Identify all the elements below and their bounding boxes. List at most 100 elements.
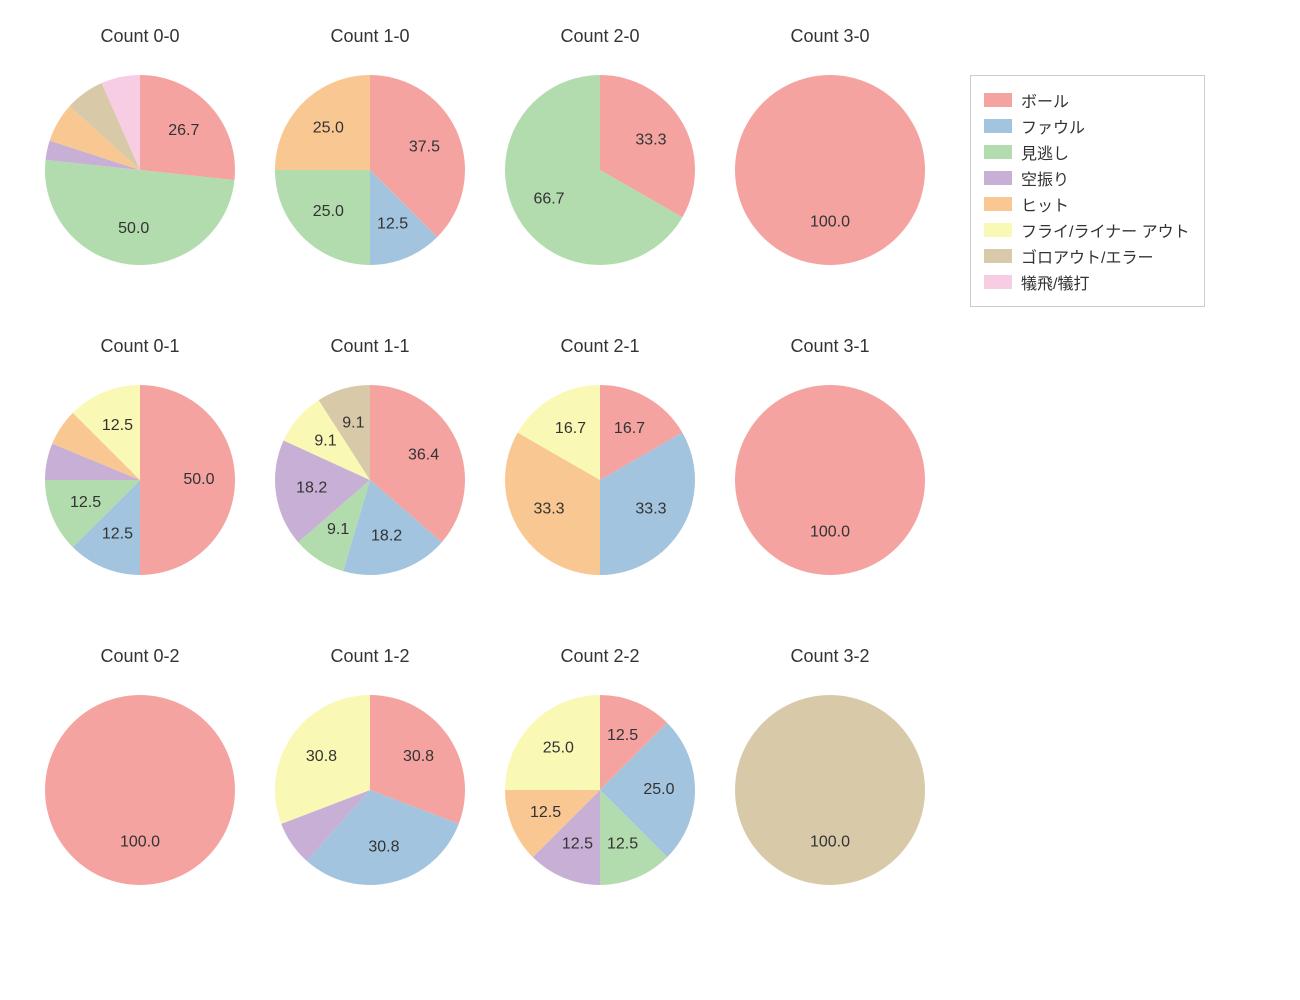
pie-wrap: 12.525.012.512.512.525.0 (500, 690, 700, 890)
pie-wrap: 30.8 30.8 30.8 (270, 690, 470, 890)
pie-title: Count 1-1 (260, 336, 480, 357)
pie-slice-label: 33.3 (635, 132, 666, 149)
pie-title: Count 3-1 (720, 336, 940, 357)
pie-slice-label: 25.0 (643, 781, 674, 798)
pie-cell: Count 0-0 26.7 50.0 (30, 20, 250, 320)
legend-swatch (984, 249, 1012, 263)
legend-label: ゴロアウト/エラー (1021, 244, 1153, 268)
pie-chart: 33.3 66.7 (500, 70, 700, 270)
pie-slice-label: 9.1 (327, 521, 349, 538)
pie-wrap: 16.7 33.3 33.3 16.7 (500, 380, 700, 580)
pie-slice-label: 9.1 (342, 415, 364, 432)
pie-chart: 37.5 12.5 25.0 25.0 (270, 70, 470, 270)
pie-chart: 100.0 (730, 70, 930, 270)
pie-title: Count 3-0 (720, 26, 940, 47)
pie-slice-label: 16.7 (614, 420, 645, 437)
pie-slice-label: 26.7 (168, 122, 199, 139)
legend-label: 見逃し (1021, 140, 1069, 164)
pie-slice-label: 33.3 (635, 501, 666, 518)
pie-title: Count 2-2 (490, 646, 710, 667)
pie-slice-label: 12.5 (607, 836, 638, 853)
pie-wrap: 100.0 (730, 380, 930, 580)
pie-chart: 12.525.012.512.512.525.0 (500, 690, 700, 890)
pie-title: Count 1-0 (260, 26, 480, 47)
chart-stage: Count 0-0 26.7 50.0 Count 1-0 37.5 12.5 25.0 25… (0, 0, 1300, 1000)
pie-slice-label: 100.0 (810, 523, 850, 540)
pie-slice-label: 30.8 (403, 748, 434, 765)
pie-chart: 26.7 50.0 (40, 70, 240, 270)
pie-wrap: 33.3 66.7 (500, 70, 700, 270)
pie-slice-label: 12.5 (102, 417, 133, 434)
legend-row: ヒット (981, 192, 1190, 216)
legend-swatch (984, 223, 1012, 237)
legend-row: フライ/ライナー アウト (981, 218, 1190, 242)
pie-slice-label: 9.1 (314, 433, 336, 450)
pie-chart: 30.8 30.8 30.8 (270, 690, 470, 890)
pie-slice-label: 66.7 (533, 191, 564, 208)
pie-cell: Count 1-2 30.8 30.8 30.8 (260, 640, 480, 940)
legend-swatch (984, 145, 1012, 159)
pie-slice (735, 385, 925, 575)
pie-slice-label: 18.2 (371, 528, 402, 545)
legend-row: ゴロアウト/エラー (981, 244, 1190, 268)
pie-chart: 16.7 33.3 33.3 16.7 (500, 380, 700, 580)
pie-cell: Count 3-0 100.0 (720, 20, 940, 320)
pie-slice-label: 12.5 (70, 494, 101, 511)
pie-wrap: 100.0 (40, 690, 240, 890)
legend-row: 犠飛/犠打 (981, 270, 1190, 294)
pie-chart: 100.0 (40, 690, 240, 890)
pie-wrap: 36.4 18.2 9.1 18.2 9.1 9.1 (270, 380, 470, 580)
pie-cell: Count 2-1 16.7 33.3 33.3 16.7 (490, 330, 710, 630)
pie-slice-label: 30.8 (306, 748, 337, 765)
legend-label: 空振り (1021, 166, 1069, 190)
pie-slice-label: 12.5 (530, 804, 561, 821)
pie-cell: Count 2-212.525.012.512.512.525.0 (490, 640, 710, 940)
pie-slice-label: 12.5 (607, 727, 638, 744)
pie-slice-label: 36.4 (408, 447, 439, 464)
pie-title: Count 3-2 (720, 646, 940, 667)
pie-chart: 36.4 18.2 9.1 18.2 9.1 9.1 (270, 380, 470, 580)
pie-title: Count 0-2 (30, 646, 250, 667)
pie-title: Count 2-1 (490, 336, 710, 357)
pie-slice-label: 25.0 (313, 203, 344, 220)
pie-slice-label: 12.5 (377, 216, 408, 233)
pie-slice-label: 25.0 (313, 120, 344, 137)
pie-slice-label: 12.5 (102, 526, 133, 543)
pie-slice-label: 30.8 (368, 838, 399, 855)
pie-cell: Count 2-0 33.3 66.7 (490, 20, 710, 320)
pie-wrap: 100.0 (730, 70, 930, 270)
legend-swatch (984, 93, 1012, 107)
legend-row: ファウル (981, 114, 1190, 138)
legend-row: 空振り (981, 166, 1190, 190)
pie-slice-label: 33.3 (533, 501, 564, 518)
pie-slice-label: 100.0 (120, 833, 160, 850)
pie-slice-label: 37.5 (409, 139, 440, 156)
legend-label: ボール (1021, 88, 1069, 112)
legend: ボールファウル見逃し空振りヒットフライ/ライナー アウトゴロアウト/エラー犠飛/… (970, 75, 1205, 307)
pie-cell: Count 0-2 100.0 (30, 640, 250, 940)
pie-slice (735, 75, 925, 265)
legend-label: ファウル (1021, 114, 1085, 138)
pie-title: Count 0-0 (30, 26, 250, 47)
legend-swatch (984, 275, 1012, 289)
legend-row: ボール (981, 88, 1190, 112)
pie-slice-label: 100.0 (810, 213, 850, 230)
pie-cell: Count 3-2 100.0 (720, 640, 940, 940)
pie-chart: 50.012.512.512.5 (40, 380, 240, 580)
pie-wrap: 26.7 50.0 (40, 70, 240, 270)
pie-slice (45, 695, 235, 885)
pie-title: Count 1-2 (260, 646, 480, 667)
pie-wrap: 50.012.512.512.5 (40, 380, 240, 580)
legend-swatch (984, 171, 1012, 185)
pie-slice-label: 18.2 (296, 480, 327, 497)
pie-slice-label: 100.0 (810, 833, 850, 850)
pie-grid: Count 0-0 26.7 50.0 Count 1-0 37.5 12.5 25.0 25… (30, 20, 940, 940)
pie-slice-label: 50.0 (118, 220, 149, 237)
pie-cell: Count 1-1 36.4 18.2 9.1 18.2 9.1 9.1 (260, 330, 480, 630)
legend-swatch (984, 119, 1012, 133)
pie-title: Count 2-0 (490, 26, 710, 47)
pie-slice (735, 695, 925, 885)
pie-wrap: 37.5 12.5 25.0 25.0 (270, 70, 470, 270)
pie-slice-label: 25.0 (543, 740, 574, 757)
pie-slice-label: 16.7 (555, 420, 586, 437)
